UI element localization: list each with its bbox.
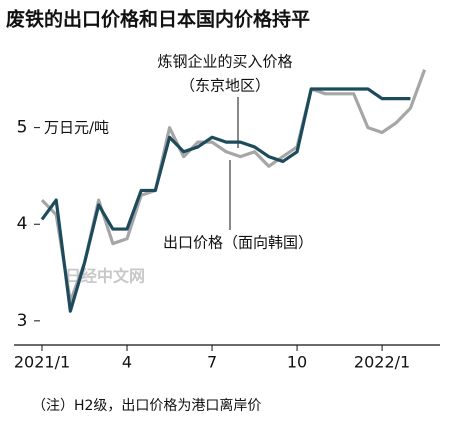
x-tick-label: 7 — [207, 353, 217, 372]
x-tick-label: 2021/1 — [14, 353, 70, 372]
x-tick-label: 2022/1 — [354, 353, 410, 372]
x-tick-label: 10 — [287, 353, 307, 372]
series-line — [40, 69, 427, 304]
y-tick-label: 4 — [17, 214, 28, 234]
annotation: 出口价格（面向韩国） — [163, 234, 313, 252]
note: （注）H2级，出口价格为港口离岸价 — [32, 397, 261, 414]
x-tick-label: 4 — [122, 353, 132, 372]
y-tick-label: 5 — [17, 118, 28, 138]
y-axis-label: 万日元/吨 — [44, 119, 109, 137]
chart-title: 废铁的出口价格和日本国内价格持平 — [6, 8, 310, 31]
y-tick-label: 3 — [17, 311, 28, 331]
annotation: （东京地区） — [180, 77, 270, 95]
annotation: 炼钢企业的买入价格 — [157, 53, 292, 71]
series-line — [40, 87, 411, 313]
watermark: 日经中文网 — [65, 267, 145, 286]
